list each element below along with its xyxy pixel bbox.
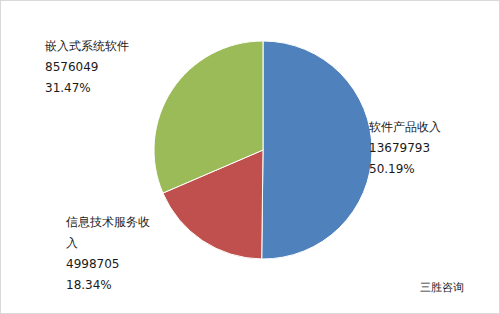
slice-amount-label: 8576049 [45, 60, 98, 74]
label-line: 信息技术服务收 [66, 215, 150, 229]
slice-category-label: 信息技术服务收入 [66, 215, 150, 250]
slice-category-label: 嵌入式系统软件 [45, 39, 129, 53]
slice-percent-label: 31.47% [45, 81, 91, 95]
label-line: 软件产品收入 [369, 120, 441, 134]
chart-frame [1, 1, 500, 314]
slice-category-label: 软件产品收入 [369, 120, 441, 134]
chart: 软件产品收入 13679793 50.19% 信息技术服务收入 4998705 18.34… [0, 0, 500, 314]
slice-amount-label: 13679793 [369, 141, 430, 155]
label-line: 嵌入式系统软件 [45, 39, 129, 53]
pie-slice [154, 41, 263, 193]
slice-percent-label: 50.19% [369, 162, 415, 176]
label-line: 入 [66, 236, 78, 250]
pie [154, 41, 372, 259]
pie-slice [262, 41, 372, 259]
slice-amount-label: 4998705 [66, 257, 119, 271]
slice-percent-label: 18.34% [66, 278, 112, 292]
source-annotation: 三胜咨询 [420, 281, 464, 294]
